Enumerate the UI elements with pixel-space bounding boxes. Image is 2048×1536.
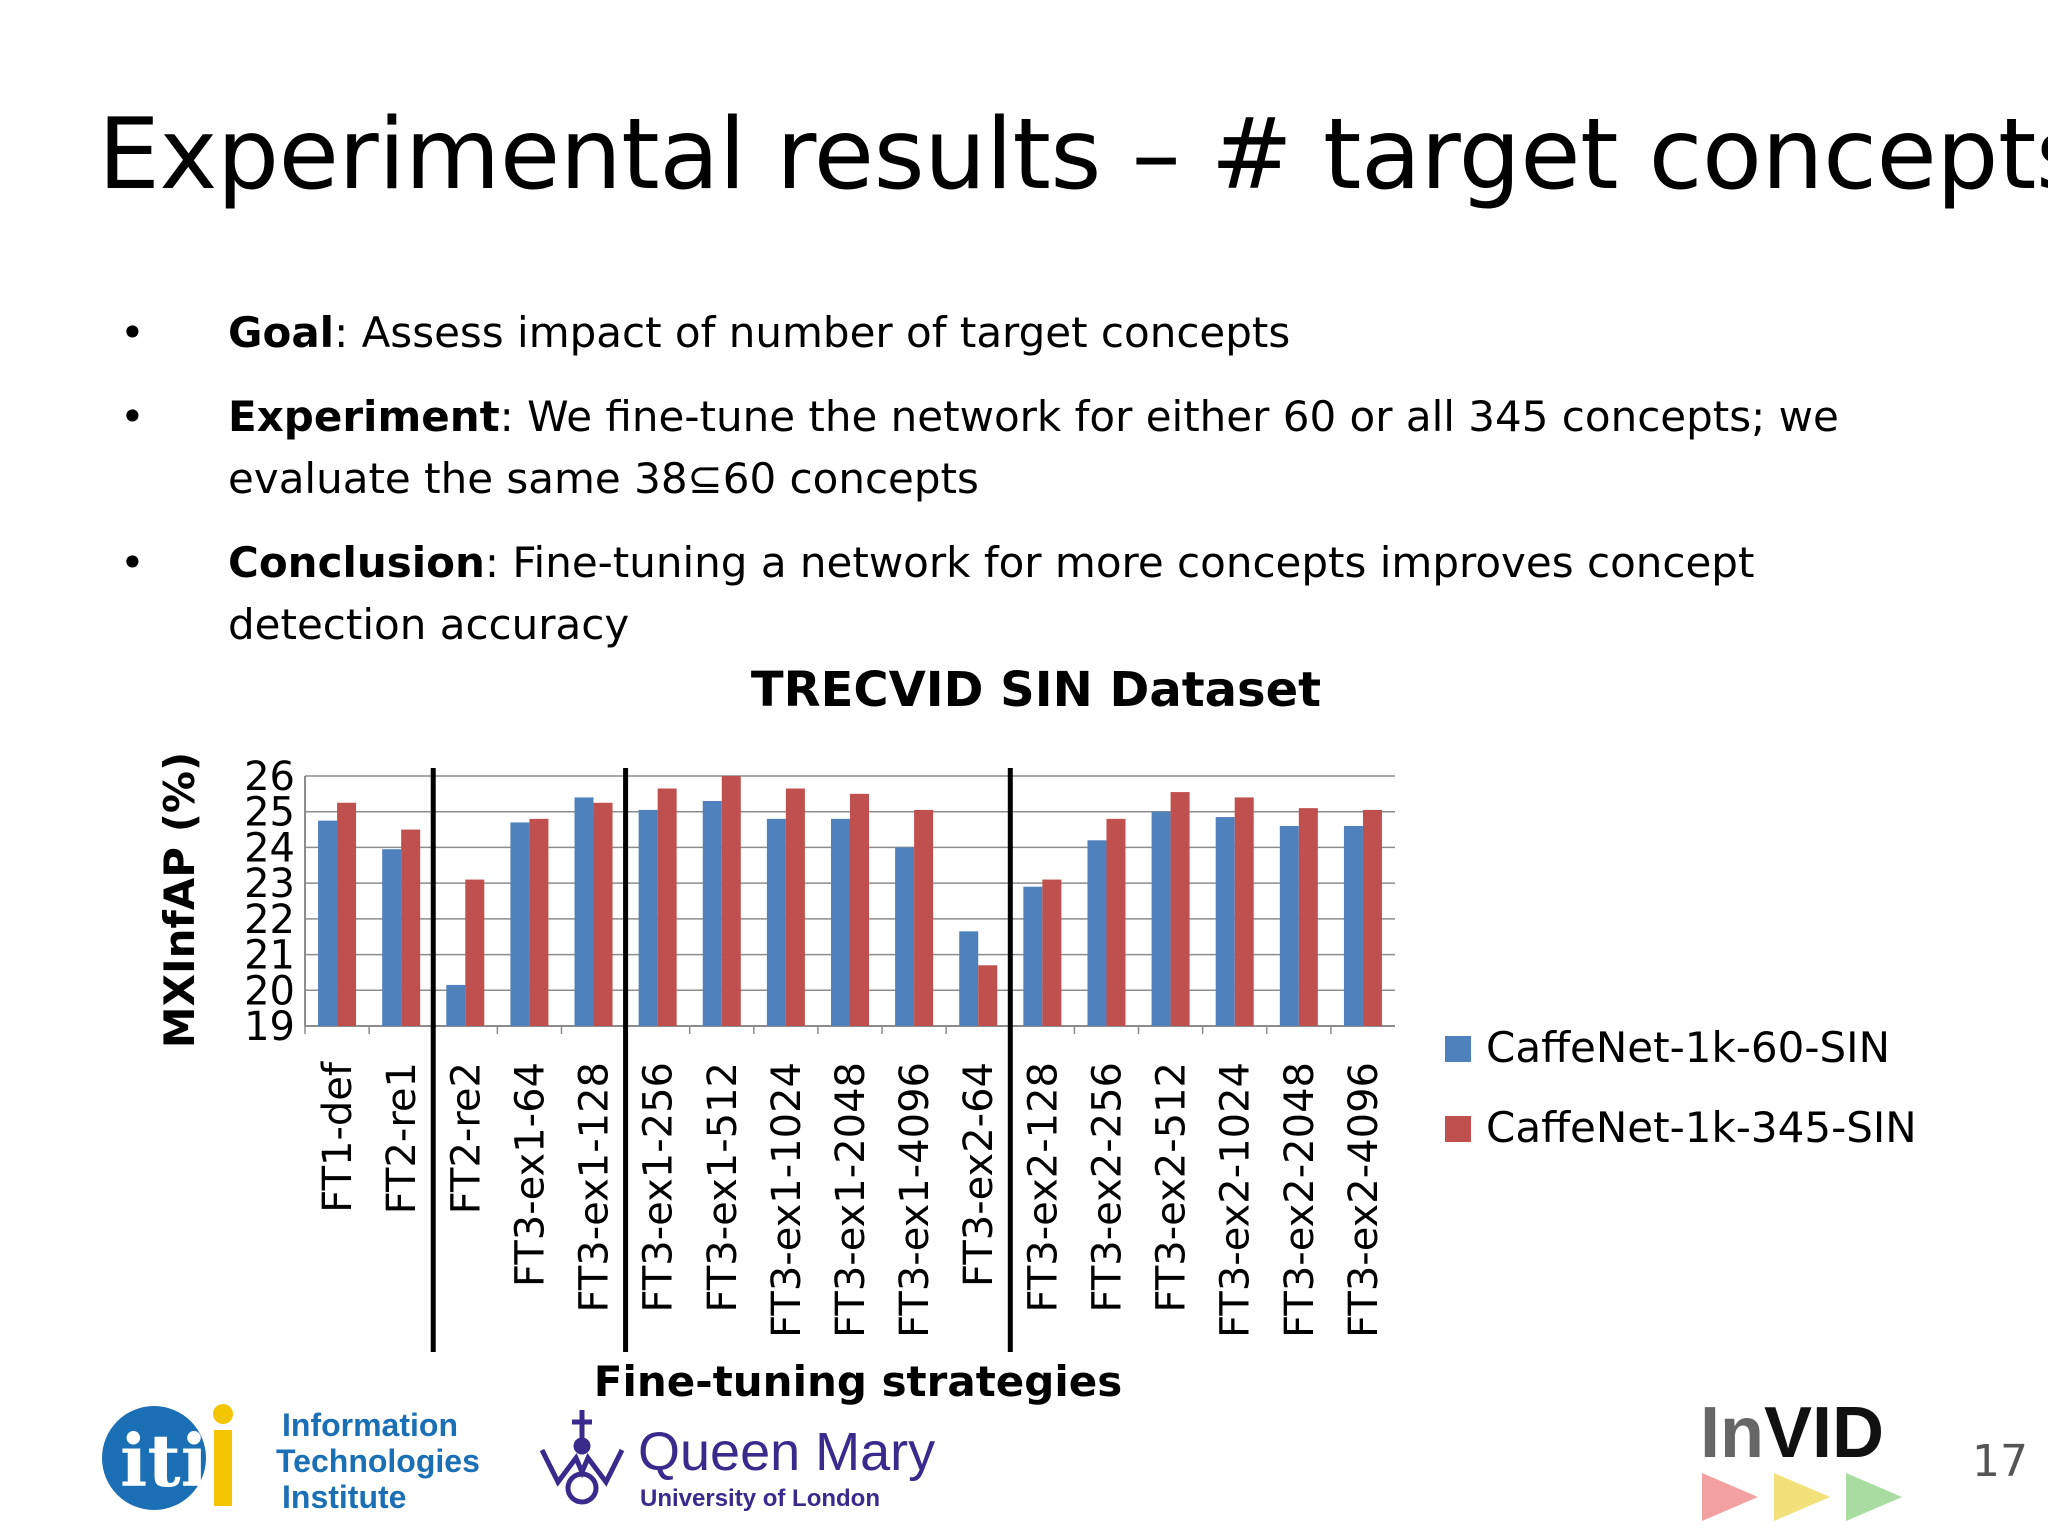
bar-caffenet-60 xyxy=(318,820,338,1026)
bar-caffenet-345 xyxy=(850,793,869,1026)
qm-logo-sub: University of London xyxy=(640,1485,880,1512)
x-axis-title: Fine-tuning strategies xyxy=(594,1357,1122,1406)
play-arrow-green-icon xyxy=(1846,1473,1902,1521)
bar-caffenet-345 xyxy=(1170,792,1190,1026)
bullet-text: : Fine-tuning a network for more concept… xyxy=(228,538,1755,649)
bar-caffenet-60 xyxy=(702,801,722,1026)
iti-logo-dot xyxy=(213,1404,233,1424)
bar-caffenet-345 xyxy=(465,879,485,1026)
bar-caffenet-345 xyxy=(529,818,549,1026)
bullet-label: Conclusion xyxy=(228,538,485,587)
bullet-experiment: • Experiment: We fine-tune the network f… xyxy=(120,386,1880,510)
y-tick-label: 22 xyxy=(244,897,295,943)
bullet-label: Goal xyxy=(228,308,335,357)
bar-caffenet-345 xyxy=(1106,818,1126,1026)
play-arrow-yellow-icon xyxy=(1774,1473,1830,1521)
x-tick-label: FT3-ex1-2048 xyxy=(828,1062,874,1338)
page-number: 17 xyxy=(1972,1436,2028,1487)
bullet-list: • Goal: Assess impact of number of targe… xyxy=(120,302,1880,678)
bar-caffenet-345 xyxy=(1298,808,1318,1026)
y-tick-label: 21 xyxy=(244,933,295,979)
iti-logo-circle xyxy=(102,1406,206,1510)
y-tick-label: 20 xyxy=(244,968,295,1014)
legend-swatch xyxy=(1445,1116,1471,1142)
bar-caffenet-60 xyxy=(959,931,979,1026)
bullet-label: Experiment xyxy=(228,392,500,441)
bar-caffenet-60 xyxy=(1343,826,1363,1026)
y-axis-title: MXInfAP (%) xyxy=(155,752,204,1048)
bar-caffenet-60 xyxy=(766,818,786,1026)
x-tick-label: FT3-ex1-256 xyxy=(636,1062,682,1312)
iti-logo-line1: Information xyxy=(282,1407,458,1443)
iti-logo-line2: Technologies xyxy=(276,1443,480,1479)
bar-caffenet-60 xyxy=(1087,840,1107,1026)
x-tick-label: FT2-re2 xyxy=(443,1062,489,1214)
legend-swatch xyxy=(1445,1036,1471,1062)
x-tick-label: FT3-ex1-512 xyxy=(700,1062,746,1312)
iti-logo-line3: Institute xyxy=(282,1479,406,1515)
x-tick-label: FT2-re1 xyxy=(379,1062,425,1214)
bar-caffenet-60 xyxy=(831,818,850,1026)
bar-caffenet-345 xyxy=(721,776,741,1026)
crown-icon xyxy=(539,1410,625,1505)
invid-logo: InVID xyxy=(1700,1395,1902,1521)
iti-logo-mark: iti xyxy=(120,1418,208,1503)
chart-title: TRECVID SIN Dataset xyxy=(751,662,1321,718)
bar-caffenet-60 xyxy=(895,847,915,1026)
x-tick-label: FT3-ex2-64 xyxy=(956,1062,1002,1287)
bar-caffenet-345 xyxy=(785,788,805,1026)
slide-title: Experimental results – # target concepts xyxy=(98,98,2048,212)
x-tick-label: FT3-ex2-512 xyxy=(1149,1062,1195,1312)
bar-caffenet-60 xyxy=(1279,826,1299,1026)
bar-caffenet-345 xyxy=(593,802,613,1026)
bar-caffenet-345 xyxy=(657,788,677,1026)
bar-caffenet-345 xyxy=(914,809,934,1026)
bar-caffenet-345 xyxy=(978,965,998,1026)
bar-caffenet-345 xyxy=(1234,797,1254,1026)
x-tick-label: FT3-ex1-4096 xyxy=(892,1062,938,1338)
bar-caffenet-345 xyxy=(401,829,421,1026)
bullet-text: : We fine-tune the network for either 60… xyxy=(228,392,1839,503)
x-tick-label: FT3-ex1-1024 xyxy=(764,1062,810,1338)
legend-label: CaffeNet-1k-345-SIN xyxy=(1486,1103,1917,1152)
bullet-conclusion: • Conclusion: Fine-tuning a network for … xyxy=(120,532,1880,656)
bar-caffenet-60 xyxy=(574,797,594,1026)
x-tick-label: FT3-ex1-64 xyxy=(507,1062,553,1287)
bullet-text: : Assess impact of number of target conc… xyxy=(334,308,1291,357)
bar-caffenet-60 xyxy=(510,822,530,1026)
bar-caffenet-60 xyxy=(446,984,466,1026)
legend-label: CaffeNet-1k-60-SIN xyxy=(1486,1023,1890,1072)
y-tick-label: 23 xyxy=(244,861,295,907)
bullet-dot: • xyxy=(120,538,145,587)
bar-caffenet-60 xyxy=(1023,886,1043,1026)
x-tick-label: FT3-ex2-128 xyxy=(1020,1062,1066,1312)
y-tick-label: 24 xyxy=(244,825,295,871)
y-tick-label: 25 xyxy=(244,790,295,836)
iti-logo: iti Information Technologies Institute xyxy=(102,1404,480,1515)
x-tick-label: FT3-ex2-4096 xyxy=(1341,1062,1387,1338)
y-tick-label: 26 xyxy=(244,754,295,800)
bar-caffenet-60 xyxy=(382,849,402,1026)
x-tick-label: FT3-ex2-2048 xyxy=(1277,1062,1323,1338)
x-tick-label: FT3-ex1-128 xyxy=(572,1062,618,1312)
x-tick-label: FT1-def xyxy=(315,1061,361,1213)
qm-logo-name: Queen Mary xyxy=(638,1422,935,1482)
invid-logo-text: InVID xyxy=(1700,1395,1884,1473)
y-tick-label: 19 xyxy=(244,1004,295,1050)
bullet-dot: • xyxy=(120,392,145,441)
bar-caffenet-60 xyxy=(1215,817,1235,1026)
bar-caffenet-345 xyxy=(337,802,357,1026)
iti-logo-bar xyxy=(214,1430,232,1506)
bar-caffenet-60 xyxy=(1151,811,1171,1026)
queen-mary-logo: Queen Mary University of London xyxy=(539,1410,935,1512)
x-tick-label: FT3-ex2-1024 xyxy=(1213,1062,1259,1338)
play-arrow-red-icon xyxy=(1702,1473,1758,1521)
bar-caffenet-345 xyxy=(1042,879,1062,1026)
x-tick-label: FT3-ex2-256 xyxy=(1084,1062,1130,1312)
bar-caffenet-60 xyxy=(638,809,658,1026)
bullet-goal: • Goal: Assess impact of number of targe… xyxy=(120,302,1880,364)
bar-caffenet-345 xyxy=(1362,809,1382,1026)
bullet-dot: • xyxy=(120,308,145,357)
